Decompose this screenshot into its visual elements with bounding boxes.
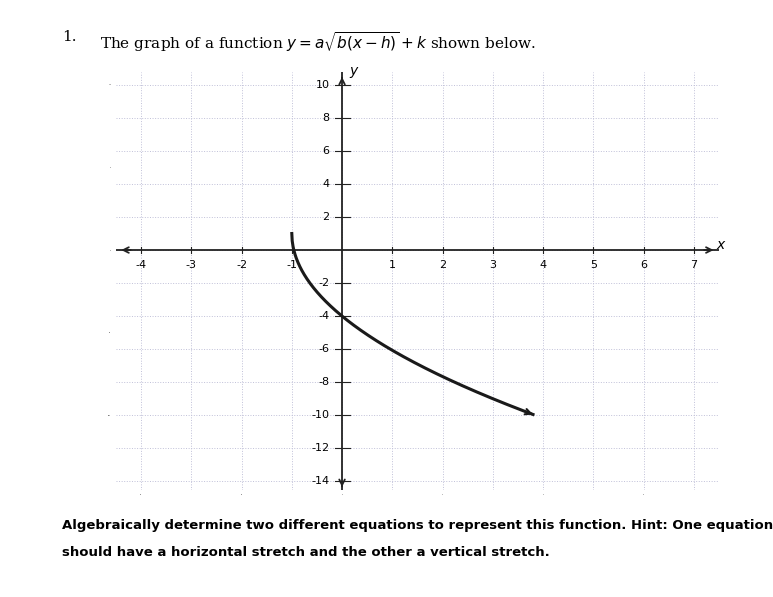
Text: $y$: $y$ [349,65,360,80]
Text: -14: -14 [312,476,329,487]
Text: 8: 8 [322,113,329,123]
Text: $x$: $x$ [716,238,727,252]
Text: -8: -8 [318,377,329,387]
Text: 2: 2 [439,260,446,270]
Text: -3: -3 [186,260,197,270]
Text: -10: -10 [312,410,329,420]
Text: Algebraically determine two different equations to represent this function. Hint: Algebraically determine two different eq… [62,519,773,533]
Text: -6: -6 [318,344,329,354]
Text: -12: -12 [312,443,329,453]
Text: 7: 7 [690,260,697,270]
Text: 1.: 1. [62,30,77,44]
Text: 1: 1 [389,260,396,270]
Text: -2: -2 [236,260,247,270]
Text: 4: 4 [322,179,329,189]
Text: -2: -2 [318,278,329,288]
Text: 2: 2 [322,212,329,222]
Text: -4: -4 [318,311,329,321]
Text: The graph of a function $y = a\sqrt{b(x-h)}+k$ shown below.: The graph of a function $y = a\sqrt{b(x-… [100,30,536,54]
Text: 6: 6 [322,146,329,156]
Text: 3: 3 [489,260,496,270]
Text: -4: -4 [135,260,147,270]
Text: 10: 10 [315,80,329,90]
Text: 5: 5 [590,260,597,270]
Text: 4: 4 [540,260,547,270]
Text: -1: -1 [286,260,298,270]
Text: should have a horizontal stretch and the other a vertical stretch.: should have a horizontal stretch and the… [62,546,550,559]
Text: 6: 6 [640,260,647,270]
